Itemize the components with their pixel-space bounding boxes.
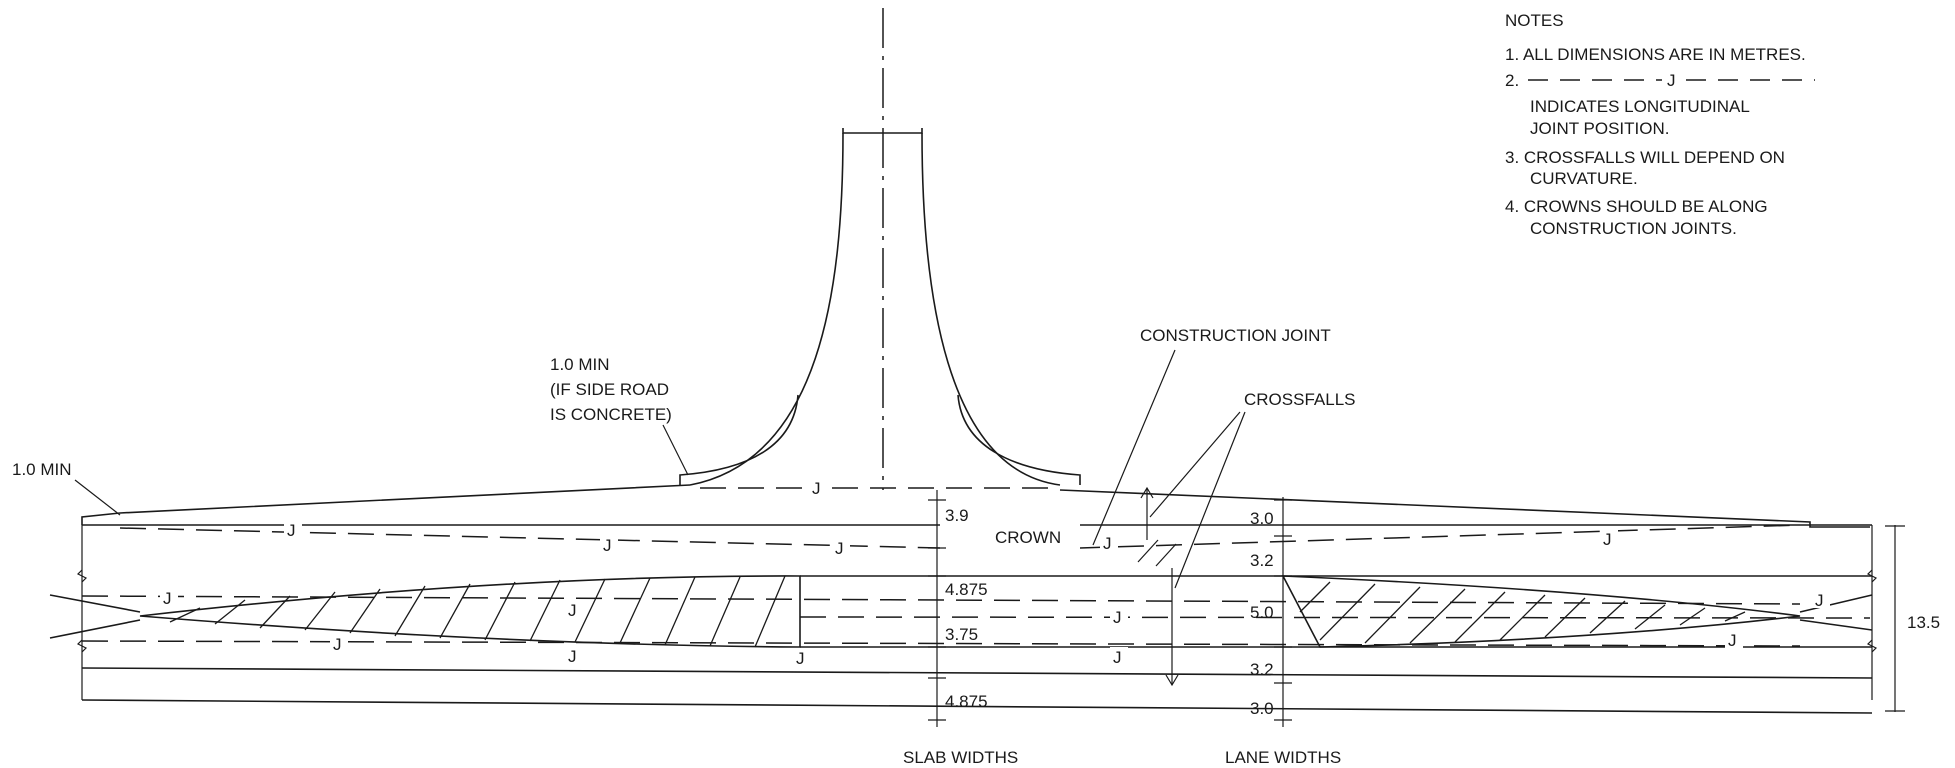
crossfall-arrow-down: [1165, 568, 1179, 687]
joint-marker-9: J: [796, 649, 805, 668]
joint-line-e: [799, 616, 1871, 619]
overall-width-dimension: 13.5: [1885, 525, 1940, 712]
lane-width-2: 3.2: [1250, 551, 1274, 570]
note-4-line-1: 4. CROWNS SHOULD BE ALONG: [1505, 197, 1768, 216]
note-2-line-1: INDICATES LONGITUDINAL: [1530, 97, 1750, 116]
joint-line-b: [1079, 524, 1801, 549]
crown-marks: [1137, 539, 1177, 567]
note-3-line-1: 3. CROSSFALLS WILL DEPEND ON: [1505, 148, 1785, 167]
note-2-joint-line-symbol: J: [1528, 70, 1815, 90]
notes-heading: NOTES: [1505, 11, 1564, 30]
side-road-min-line-1: 1.0 MIN: [550, 355, 610, 374]
side-road-end: [842, 128, 923, 134]
edge-min-label: 1.0 MIN: [12, 460, 72, 479]
joint-line-d: [81, 640, 1801, 647]
joint-marker-4: J: [163, 589, 172, 608]
joint-marker-5: J: [568, 601, 577, 620]
joint-marker-3: J: [835, 539, 844, 558]
side-road-min-line-2: (IF SIDE ROAD: [550, 380, 669, 399]
note-2-joint-marker: J: [1667, 71, 1676, 90]
notes-block: NOTES 1. ALL DIMENSIONS ARE IN METRES. 2…: [1505, 11, 1815, 238]
left-hatched-island: [139, 575, 801, 648]
joint-marker-12: J: [1815, 591, 1824, 610]
note-1: 1. ALL DIMENSIONS ARE IN METRES.: [1505, 45, 1806, 64]
note-4-line-2: CONSTRUCTION JOINTS.: [1530, 219, 1737, 238]
carriageway-top-edge: [81, 484, 691, 525]
side-road: J: [679, 8, 1081, 498]
slab-width-4: 4.875: [945, 692, 988, 711]
construction-joint-label: CONSTRUCTION JOINT: [1140, 326, 1331, 345]
joint-marker-11: J: [1603, 530, 1612, 549]
right-taper-line: [1799, 594, 1873, 613]
crossfalls-label: CROSSFALLS: [1244, 390, 1356, 409]
crown-label: CROWN: [995, 528, 1061, 547]
joint-marker-8: J: [568, 647, 577, 666]
joint-marker-13: J: [1728, 631, 1737, 650]
joint-marker-1: J: [287, 521, 296, 540]
slab-width-2: 4.875: [945, 580, 988, 599]
joint-marker-10: J: [1113, 648, 1122, 667]
lane-width-1: 3.0: [1250, 509, 1274, 528]
joint-marker-14: J: [1103, 534, 1112, 553]
overall-width-value: 13.5: [1907, 613, 1940, 632]
joint-marker-7: J: [333, 635, 342, 654]
joint-line-a: [119, 527, 941, 549]
main-carriageway: J J J J J J J J J J J J J J: [49, 484, 1873, 714]
side-road-min-line-3: IS CONCRETE): [550, 405, 672, 424]
right-hatched-island: [1281, 575, 1801, 648]
lane-width-3: 5.0: [1250, 603, 1274, 622]
lane-widths-label: LANE WIDTHS: [1225, 748, 1341, 767]
left-return-kerb: [679, 394, 799, 485]
note-2-line-2: JOINT POSITION.: [1530, 119, 1669, 138]
joint-line-c: [81, 595, 1801, 605]
side-road-right-edge: [921, 132, 1061, 486]
note-2-number: 2.: [1505, 71, 1519, 90]
side-road-joint-marker: J: [812, 479, 821, 498]
lane-width-4: 3.2: [1250, 660, 1274, 679]
carriageway-top-edge-right: [1059, 489, 1870, 528]
slab-width-dimensions: 3.9 4.875 3.75 4.875 SLAB WIDTHS: [903, 490, 1018, 767]
left-taper-line: [49, 594, 141, 613]
slab-widths-label: SLAB WIDTHS: [903, 748, 1018, 767]
right-return-kerb: [957, 394, 1081, 485]
left-hatching: [169, 575, 786, 648]
slab-width-1: 3.9: [945, 506, 969, 525]
lane-line-4: [81, 667, 1873, 679]
joint-markers: J J J J J J J J J J J J J J: [160, 520, 1830, 668]
break-marks: [76, 569, 1878, 653]
joint-marker-2: J: [603, 536, 612, 555]
crossfall-arrow-up: [1140, 486, 1154, 540]
note-3-line-2: CURVATURE.: [1530, 169, 1638, 188]
lane-width-5: 3.0: [1250, 699, 1274, 718]
joint-marker-6: J: [1113, 608, 1122, 627]
carriageway-bottom-edge: [81, 699, 1873, 714]
lane-width-dimensions: 3.0 3.2 5.0 3.2 3.0 LANE WIDTHS: [1225, 497, 1341, 767]
left-taper-line-2: [49, 619, 141, 639]
slab-width-3: 3.75: [945, 625, 978, 644]
right-hatching: [1299, 581, 1746, 644]
right-taper-line-2: [1799, 619, 1873, 631]
side-road-left-edge: [689, 132, 844, 486]
callouts: 1.0 MIN (IF SIDE ROAD IS CONCRETE) 1.0 M…: [12, 326, 1356, 687]
